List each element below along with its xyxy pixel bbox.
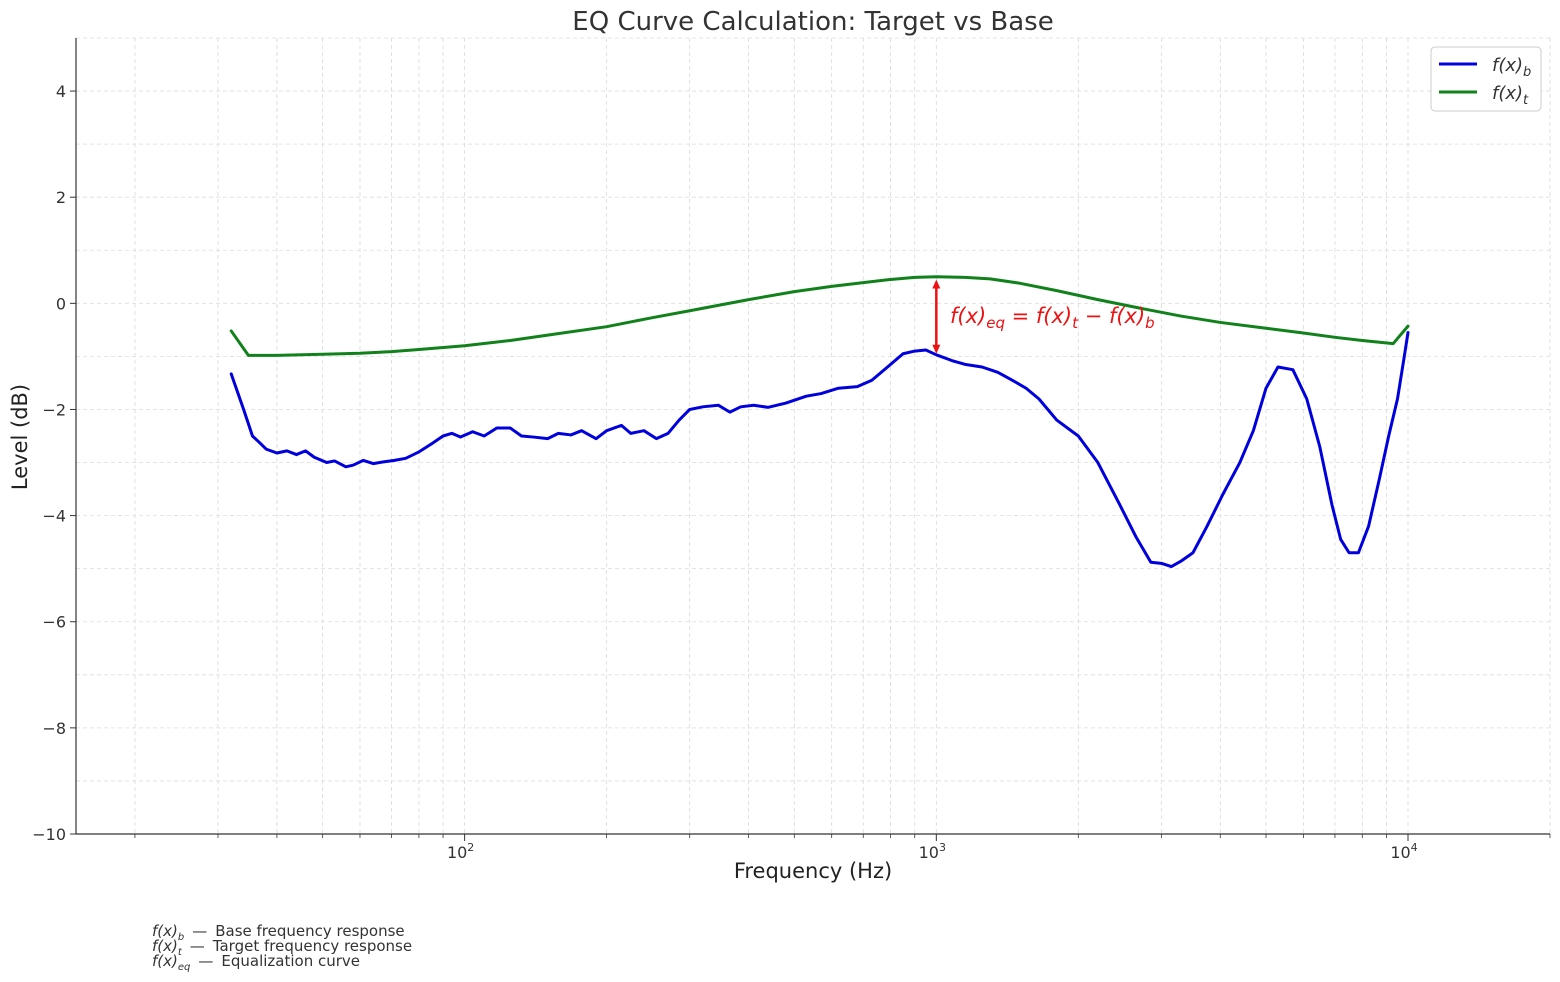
footnote-base-symbol: f(x)b [152,922,185,944]
axes [75,38,1550,835]
eq-annotation [932,279,941,354]
x-axis-label: Frequency (Hz) [734,859,892,883]
y-tick-label: −4 [42,507,66,526]
footnote-base: f(x)b — Base frequency response [152,922,405,944]
y-tick-label: −6 [42,613,66,632]
legend: f(x)b f(x)t [1430,46,1542,112]
footnote-eq: f(x)eq — Equalization curve [152,952,361,974]
y-tick-label: −10 [32,825,66,844]
x-tick-label: 102 [447,841,474,862]
x-tick-label: 104 [1390,841,1417,862]
x-tick-label: 103 [919,841,946,862]
y-tick-label: −8 [42,719,66,738]
y-tick-label: 2 [56,188,66,207]
grid-lines [76,37,1551,834]
legend-label-target: f(x)t [1492,83,1529,108]
footnote-target: f(x)t — Target frequency response [152,937,413,959]
series-lines [229,275,1410,569]
y-tick-label: 0 [56,294,66,313]
y-ticks: 4 2 0 −2 −4 −6 −8 −10 [32,82,76,844]
annotation-arrow-head-up [932,279,941,289]
footnote-eq-symbol: f(x)eq [152,952,191,974]
y-axis-label: Level (dB) [8,384,32,490]
footnote-base-desc: Base frequency response [215,922,405,940]
series-line-base [229,331,1410,569]
series-line-target [229,275,1410,357]
footnote-eq-desc: Equalization curve [221,952,361,970]
chart-title: EQ Curve Calculation: Target vs Base [572,7,1053,37]
annotation-arrow-head-down [932,344,941,354]
footnote-target-symbol: f(x)t [152,937,182,959]
eq-formula-label: f(x)eq = f(x)t − f(x)b [950,304,1155,332]
footnote-target-desc: Target frequency response [212,937,413,955]
x-ticks: 102 103 104 [134,834,1551,862]
y-tick-label: −2 [42,400,66,419]
y-tick-label: 4 [56,82,66,101]
